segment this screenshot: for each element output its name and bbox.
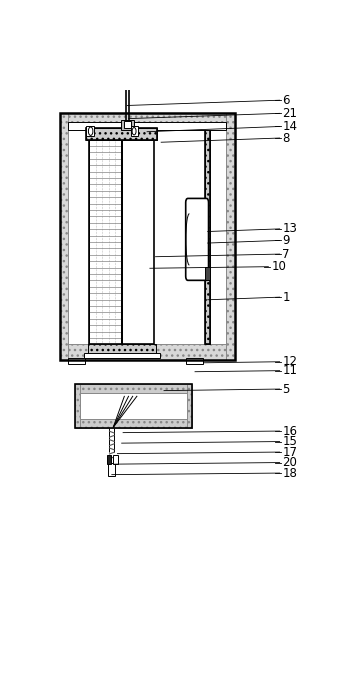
- Text: 21: 21: [282, 107, 297, 120]
- Bar: [112, 455, 118, 464]
- Bar: [124, 121, 131, 128]
- Text: 12: 12: [282, 355, 297, 368]
- Bar: [107, 455, 111, 464]
- Bar: [86, 128, 157, 140]
- Bar: [75, 384, 192, 428]
- Bar: [86, 126, 94, 136]
- Bar: [75, 384, 192, 394]
- Text: 10: 10: [271, 261, 286, 273]
- Bar: [226, 113, 234, 360]
- Bar: [68, 122, 226, 130]
- Bar: [89, 140, 122, 344]
- Text: 1: 1: [282, 291, 290, 303]
- Text: 20: 20: [282, 456, 297, 469]
- Bar: [88, 344, 155, 354]
- Text: 18: 18: [282, 466, 297, 479]
- Bar: [60, 344, 234, 360]
- Text: 13: 13: [282, 222, 297, 235]
- Text: 17: 17: [282, 445, 297, 458]
- Bar: [205, 129, 210, 344]
- Bar: [108, 463, 115, 476]
- Bar: [131, 126, 138, 136]
- Text: 6: 6: [282, 93, 290, 106]
- Bar: [205, 129, 210, 344]
- Text: 11: 11: [282, 364, 297, 377]
- Bar: [186, 358, 203, 364]
- Bar: [121, 119, 134, 130]
- Text: 14: 14: [282, 120, 297, 133]
- Text: 9: 9: [282, 234, 290, 247]
- Bar: [60, 113, 234, 360]
- Text: 8: 8: [282, 132, 290, 145]
- Bar: [60, 113, 68, 360]
- Text: 7: 7: [282, 248, 290, 261]
- Bar: [205, 267, 210, 280]
- Bar: [68, 358, 85, 364]
- Bar: [75, 384, 80, 428]
- Bar: [84, 353, 160, 358]
- Text: 16: 16: [282, 425, 297, 438]
- Bar: [75, 419, 192, 428]
- Bar: [60, 113, 234, 129]
- FancyBboxPatch shape: [186, 198, 209, 280]
- Bar: [89, 140, 122, 344]
- Bar: [122, 140, 154, 344]
- Bar: [187, 384, 192, 428]
- Bar: [86, 128, 157, 140]
- Text: 15: 15: [282, 435, 297, 448]
- Text: 5: 5: [282, 383, 290, 396]
